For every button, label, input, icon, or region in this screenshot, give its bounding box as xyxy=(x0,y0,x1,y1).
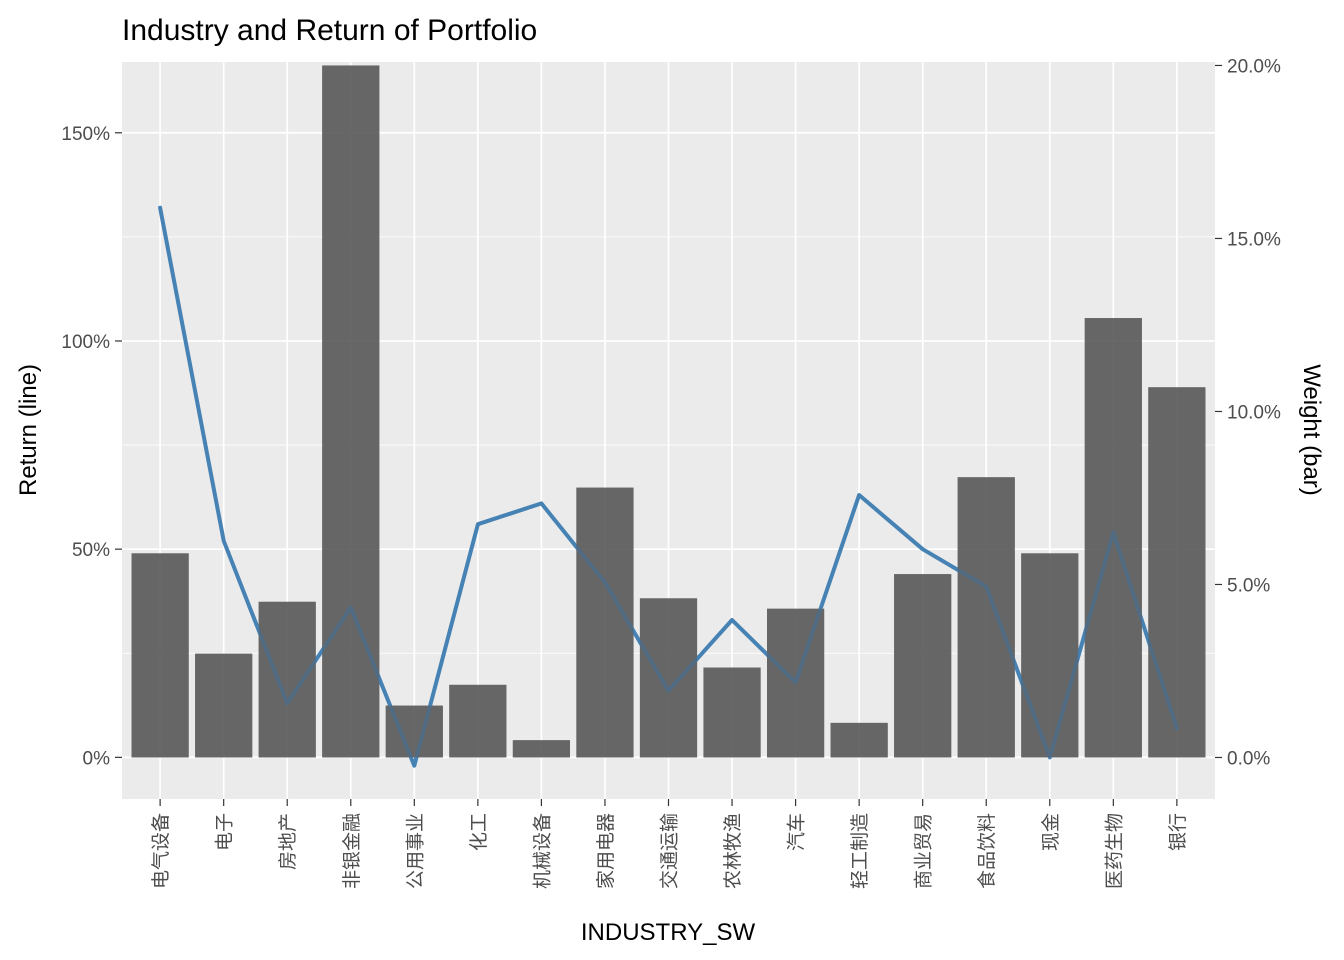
x-tick-label: 医药生物 xyxy=(1103,813,1125,889)
axes: 0% 50% 100% 150% 0.0% 5.0% 10.0% 15.0% 20.0% 电气设备… xyxy=(61,56,1281,889)
bar-overlay-化工 xyxy=(449,684,507,758)
bar-overlay-房地产 xyxy=(258,601,316,758)
x-tick-label: 电气设备 xyxy=(150,813,172,889)
x-tick-label: 化工 xyxy=(468,813,490,851)
x-tick-label: 食品饮料 xyxy=(976,813,998,889)
x-tick-label: 家用电器 xyxy=(595,813,617,889)
bar-overlay-公用事业 xyxy=(385,705,443,758)
y-axis-title-left: Return (line) xyxy=(15,364,42,496)
bar-overlay-食品饮料 xyxy=(957,477,1015,758)
bar-overlay-医药生物 xyxy=(1084,318,1142,758)
y-left-tick-label: 100% xyxy=(61,332,110,353)
y-left-tick-label: 150% xyxy=(61,124,110,145)
x-tick-label: 银行 xyxy=(1167,813,1189,851)
bar-overlay-农林牧渔 xyxy=(703,667,761,758)
x-tick-label: 现金 xyxy=(1040,813,1062,851)
bar-overlay-轻工制造 xyxy=(830,722,888,758)
bar-overlay-银行 xyxy=(1148,387,1206,758)
x-tick-label: 交通运输 xyxy=(659,813,681,889)
line-series xyxy=(131,65,1206,768)
chart-title: Industry and Return of Portfolio xyxy=(122,14,537,47)
x-tick-label: 商业贸易 xyxy=(913,813,935,889)
bar-overlay-电气设备 xyxy=(131,553,189,758)
x-tick-label: 电子 xyxy=(214,813,236,851)
x-tick-label: 汽车 xyxy=(786,813,808,851)
y-axis-title-right: Weight (bar) xyxy=(1298,364,1325,496)
y-left-tick-label: 50% xyxy=(72,540,110,561)
x-tick-label: 房地产 xyxy=(277,813,299,870)
x-tick-label: 非银金融 xyxy=(341,813,363,889)
bar-overlay-现金 xyxy=(1021,553,1079,758)
y-right-tick-label: 15.0% xyxy=(1227,229,1281,250)
y-right-tick-label: 0.0% xyxy=(1227,748,1270,769)
bar-overlay-非银金融 xyxy=(322,65,380,758)
y-right-tick-label: 10.0% xyxy=(1227,402,1281,423)
bar-overlay-汽车 xyxy=(766,608,825,758)
x-tick-label: 农林牧渔 xyxy=(722,813,744,889)
bar-overlay-商业贸易 xyxy=(894,574,952,758)
bar-overlay-电子 xyxy=(195,653,253,758)
bar-overlay-交通运输 xyxy=(639,598,698,758)
y-left-tick-label: 0% xyxy=(83,748,111,769)
x-tick-label: 公用事业 xyxy=(404,813,426,889)
bar-overlay-家用电器 xyxy=(576,487,634,758)
x-axis-title: INDUSTRY_SW xyxy=(581,919,756,946)
bar-overlay-机械设备 xyxy=(512,740,571,758)
y-right-tick-label: 20.0% xyxy=(1227,56,1281,77)
x-tick-label: 机械设备 xyxy=(531,813,553,889)
x-tick-label: 轻工制造 xyxy=(849,813,871,889)
y-right-tick-label: 5.0% xyxy=(1227,575,1270,596)
